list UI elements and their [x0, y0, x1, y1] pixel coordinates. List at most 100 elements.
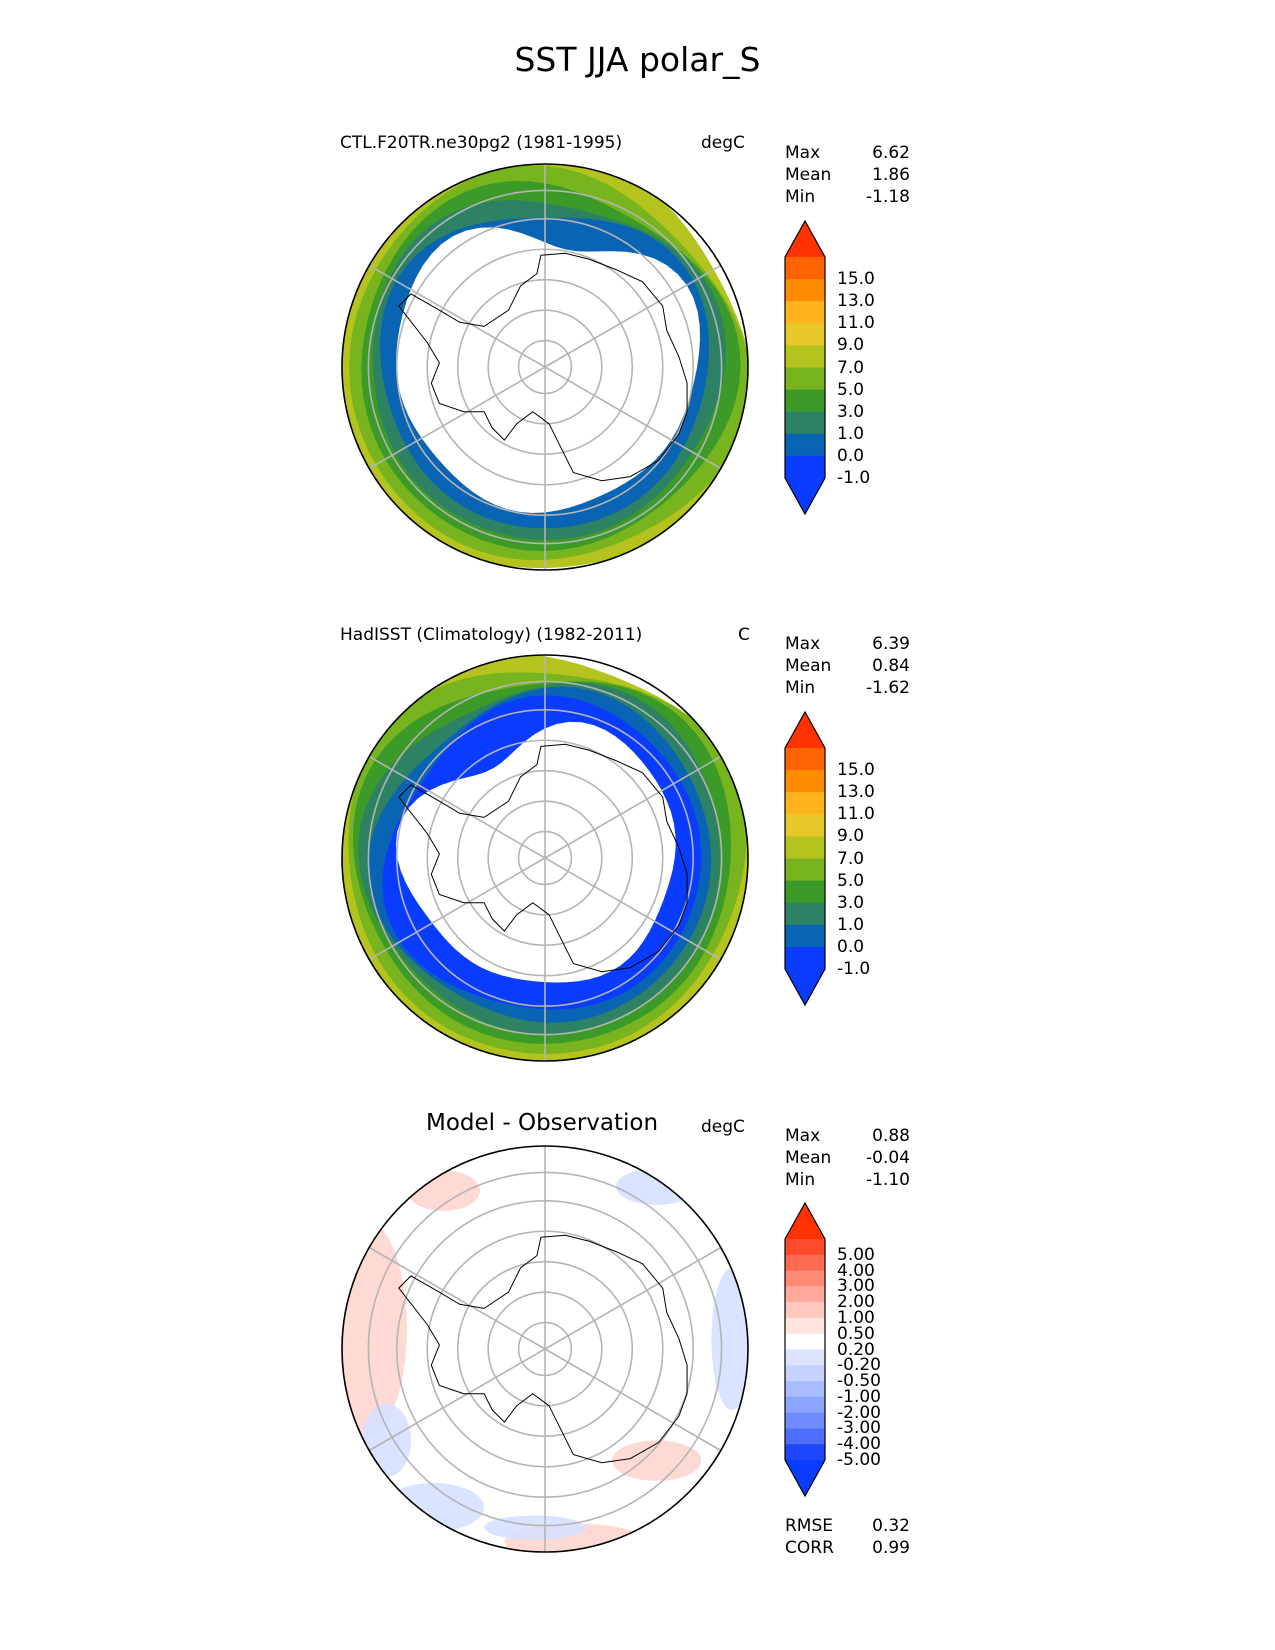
colorbar-swatch	[785, 1286, 825, 1303]
stat-value: -1.10	[866, 1170, 910, 1190]
metric-value: 0.99	[872, 1538, 910, 1558]
stat-value: 1.86	[872, 165, 910, 185]
colorbar-tick-label: 7.0	[837, 848, 865, 869]
colorbar-extend-min	[785, 1460, 825, 1496]
anomaly-patch	[616, 1168, 698, 1205]
stat-value: -1.62	[866, 678, 910, 698]
colorbar-tick-label: -4.00	[837, 1434, 881, 1455]
stat-value: -0.04	[866, 1148, 910, 1168]
meridian-line	[368, 366, 546, 470]
polar-map-1	[341, 163, 749, 571]
sst-field	[342, 1146, 748, 1552]
colorbar-swatch	[785, 1270, 825, 1287]
panel-3-title: Model - Observation	[426, 1110, 659, 1136]
colorbar-swatch	[785, 902, 825, 926]
colorbar-swatch	[785, 1444, 825, 1461]
colorbar-tick-label: 1.00	[837, 1307, 875, 1328]
panel-1-units: degC	[701, 133, 745, 153]
colorbar-swatch	[785, 814, 825, 837]
colorbar-outline	[784, 219, 826, 516]
colorbar-swatch	[785, 1317, 825, 1335]
metric-label: CORR	[785, 1538, 834, 1558]
stat-value: -1.18	[866, 187, 910, 207]
panel-1-stat-mean: Mean 1.86	[785, 165, 910, 187]
panel-3-rmse: RMSE 0.32	[785, 1516, 910, 1538]
colorbar-tick-label: -2.00	[837, 1402, 881, 1423]
polar-map-2	[341, 654, 749, 1062]
colorbar-3	[784, 1201, 826, 1498]
figure-title: SST JJA polar_S	[514, 40, 761, 79]
meridian-line	[544, 857, 722, 961]
colorbar-outline	[784, 1201, 826, 1498]
colorbar-tick-label: -0.50	[837, 1371, 881, 1392]
colorbar-swatch	[785, 367, 825, 391]
meridian-line	[368, 1246, 546, 1350]
colorbar-swatch	[785, 279, 825, 302]
colorbar-tick-label: 1.0	[837, 423, 865, 444]
antarctica-coastline	[398, 252, 688, 482]
colorbar-swatch	[785, 770, 825, 793]
colorbar-swatch	[785, 924, 825, 948]
panel-1-stat-min: Min -1.18	[785, 187, 910, 209]
colorbar-swatch	[785, 1381, 825, 1398]
colorbar-swatch	[785, 858, 825, 882]
colorbar-extend-min	[785, 478, 825, 514]
meridian-line	[544, 264, 722, 368]
meridian-line	[368, 857, 546, 961]
colorbar-swatch	[785, 1412, 825, 1429]
colorbar-tick-label: -5.00	[837, 1450, 881, 1470]
colorbar-swatch	[785, 323, 825, 346]
colorbar-extend-min	[785, 969, 825, 1005]
panel-2-stat-min: Min -1.62	[785, 678, 910, 700]
colorbar-swatch	[785, 748, 825, 771]
stat-label: Min	[785, 678, 816, 698]
panel-2-stat-max: Max 6.39	[785, 634, 910, 656]
stat-label: Mean	[785, 165, 832, 185]
colorbar-tick-label: 0.20	[837, 1339, 875, 1360]
colorbar-swatch	[785, 1333, 825, 1350]
colorbar-extend-max	[785, 1203, 825, 1239]
metric-label: RMSE	[785, 1516, 834, 1536]
colorbar-tick-label: 0.0	[837, 936, 865, 957]
colorbar-tick-label: 1.0	[837, 914, 865, 935]
meridian-line	[544, 366, 722, 470]
panel-2-title: HadISST (Climatology) (1982-2011)	[340, 625, 643, 645]
panel-1-title: CTL.F20TR.ne30pg2 (1981-1995)	[340, 133, 623, 153]
antarctica-coastline	[398, 1234, 688, 1464]
colorbar-tick-label: 0.50	[837, 1323, 875, 1344]
panel-3-stat-min: Min -1.10	[785, 1170, 910, 1192]
colorbar-tick-label: 3.0	[837, 401, 865, 422]
map-frame	[341, 1145, 749, 1553]
panel-2-stat-mean: Mean 0.84	[785, 656, 910, 678]
colorbar-swatch	[785, 411, 825, 435]
colorbar-swatch	[785, 1365, 825, 1382]
colorbar-tick-label: 13.0	[837, 291, 875, 312]
colorbar-tick-label: 2.00	[837, 1292, 875, 1313]
stat-label: Min	[785, 1170, 816, 1190]
meridian-line	[368, 1348, 546, 1452]
colorbar-tick-label: 11.0	[837, 804, 875, 825]
colorbar-tick-label: 3.0	[837, 892, 865, 913]
colorbar-swatch	[785, 1396, 825, 1414]
polar-map-3	[341, 1145, 749, 1553]
colorbar-swatch	[785, 345, 825, 368]
panel-1-stat-max: Max 6.62	[785, 143, 910, 165]
colorbar-tick-label: -0.20	[837, 1355, 881, 1376]
colorbar-swatch	[785, 880, 825, 904]
meridian-line	[544, 1348, 722, 1452]
colorbar-tick-label: 0.0	[837, 445, 865, 466]
stat-value: 0.84	[872, 656, 910, 676]
colorbar-tick-label: 11.0	[837, 313, 875, 334]
colorbar-swatch	[785, 1302, 825, 1319]
stat-value: 0.88	[872, 1126, 910, 1146]
map-frame	[341, 163, 749, 571]
colorbar-tick-label: -1.0	[837, 959, 871, 979]
stat-label: Mean	[785, 656, 832, 676]
panel-3-corr: CORR 0.99	[785, 1538, 910, 1560]
colorbar-swatch	[785, 389, 825, 413]
colorbar-tick-label: 4.00	[837, 1260, 875, 1281]
meridian-line	[544, 755, 722, 859]
meridian-line	[544, 1246, 722, 1350]
colorbar-swatch	[785, 946, 825, 970]
stat-label: Max	[785, 1126, 821, 1146]
